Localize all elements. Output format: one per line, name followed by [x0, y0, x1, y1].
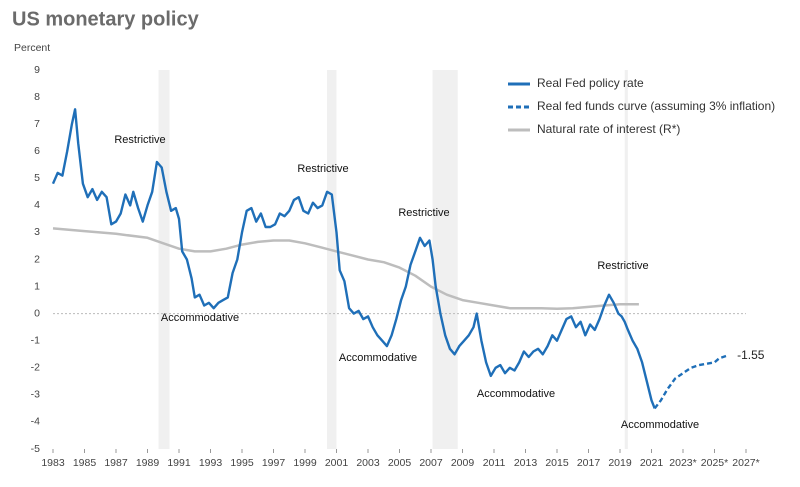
recession-band — [327, 70, 337, 449]
x-tick-label: 1995 — [230, 457, 254, 469]
chart-title: US monetary policy — [12, 8, 200, 30]
x-tick-label: 2017 — [577, 457, 601, 469]
y-tick-label: 5 — [34, 172, 40, 184]
legend-label: Real fed funds curve (assuming 3% inflat… — [537, 99, 775, 113]
x-tick-label: 2027* — [732, 457, 759, 469]
recession-band — [624, 70, 628, 449]
x-tick-label: 2025* — [701, 457, 728, 469]
x-tick-label: 1997 — [262, 457, 286, 469]
y-tick-label: -1 — [31, 334, 40, 346]
y-tick-label: -4 — [31, 416, 40, 428]
x-tick-label: 1987 — [104, 457, 128, 469]
y-tick-label: -2 — [31, 362, 40, 374]
x-tick-label: 2003 — [356, 457, 380, 469]
annotation: Restrictive — [297, 163, 348, 175]
y-tick-label: 7 — [34, 118, 40, 130]
y-tick-label: 6 — [34, 145, 40, 157]
recession-band — [158, 70, 170, 449]
y-tick-label: 4 — [34, 199, 40, 211]
x-tick-label: 2007 — [419, 457, 443, 469]
x-tick-label: 2011 — [483, 457, 506, 469]
y-tick-label: 1 — [34, 280, 40, 292]
y-tick-label: 8 — [34, 91, 40, 103]
series-line — [51, 108, 656, 409]
end-value-label: -1.55 — [737, 348, 765, 362]
x-tick-label: 2015 — [545, 457, 569, 469]
legend-label: Real Fed policy rate — [537, 76, 644, 90]
x-tick-label: 2005 — [388, 457, 412, 469]
legend-label: Natural rate of interest (R*) — [537, 122, 680, 136]
annotation: Accommodative — [161, 312, 239, 324]
x-tick-label: 2001 — [325, 457, 349, 469]
y-tick-label: -3 — [31, 389, 40, 401]
annotation: Restrictive — [398, 207, 449, 219]
x-tick-label: 2019 — [608, 457, 632, 469]
x-tick-label: 1991 — [167, 457, 191, 469]
x-tick-label: 2023* — [669, 457, 696, 469]
x-tick-label: 1999 — [293, 457, 317, 469]
annotation: Accommodative — [621, 419, 699, 431]
series-line — [653, 354, 728, 410]
series-line — [52, 227, 639, 311]
y-axis-label: Percent — [14, 42, 50, 54]
x-tick-label: 1985 — [73, 457, 97, 469]
y-tick-label: -5 — [31, 443, 40, 455]
y-tick-label: 9 — [34, 64, 40, 76]
y-tick-label: 0 — [34, 307, 40, 319]
y-tick-label: 2 — [34, 253, 40, 265]
x-tick-label: 2013 — [514, 457, 538, 469]
x-tick-label: 1989 — [136, 457, 160, 469]
x-tick-label: 2021 — [640, 457, 664, 469]
x-tick-label: 1993 — [199, 457, 223, 469]
annotation: Accommodative — [339, 352, 417, 364]
annotation: Restrictive — [597, 260, 648, 272]
annotation: Accommodative — [477, 388, 555, 400]
annotation: Restrictive — [114, 134, 165, 146]
x-tick-label: 2009 — [451, 457, 475, 469]
x-tick-label: 1983 — [41, 457, 65, 469]
recession-band — [432, 70, 458, 449]
y-tick-label: 3 — [34, 226, 40, 238]
